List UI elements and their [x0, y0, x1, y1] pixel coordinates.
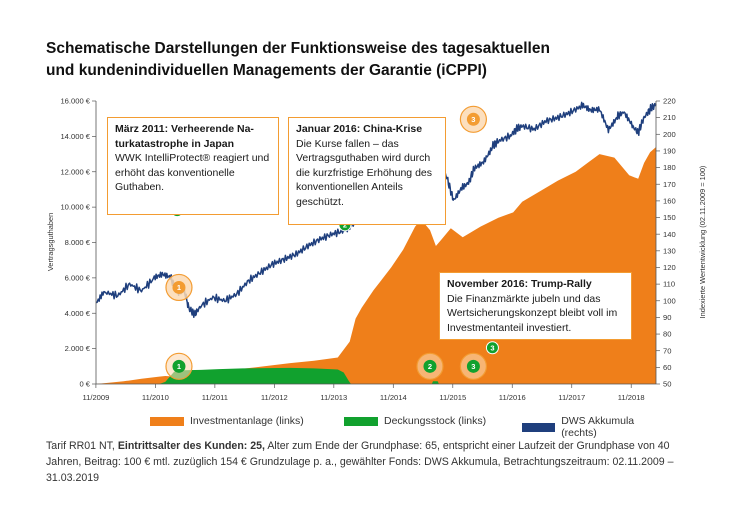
x-tick-label: 11/2017 [558, 393, 585, 402]
callout-november-2016-heading: November 2016: Trump-Rally [447, 278, 592, 290]
y2-tick-label: 210 [663, 113, 676, 122]
y-tick-label: 6.000 € [65, 273, 91, 282]
y2-tick-label: 80 [663, 330, 671, 339]
marker-label: 3 [471, 362, 475, 371]
x-tick-label: 11/2013 [320, 393, 347, 402]
title-line-2: und kundenindividuellen Managements der … [46, 62, 487, 79]
y-axis-right-title: Indexierte Wertentwicklung (02.11.2009 =… [698, 166, 707, 319]
y2-tick-label: 160 [663, 196, 676, 205]
callout-march-2011-heading: März 2011: Verheerende Na­turkatastrophe… [115, 123, 254, 150]
marker-dot [466, 359, 480, 373]
y2-tick-label: 180 [663, 163, 676, 172]
marker-label: 1 [177, 283, 181, 292]
x-tick-label: 11/2011 [202, 393, 228, 402]
chart-legend: Investmentanlage (links) Deckungsstock (… [150, 415, 670, 439]
y-tick-label: 16.000 € [60, 97, 90, 106]
y-tick-label: 0 € [79, 380, 90, 389]
y-tick-label: 10.000 € [60, 203, 90, 212]
x-tick-label: 11/2016 [499, 393, 526, 402]
callout-january-2016: Januar 2016: China-Krise Die Kurse falle… [288, 117, 446, 225]
y-tick-label: 8.000 € [65, 238, 91, 247]
legend-swatch-deckungsstock [344, 416, 378, 426]
x-tick-label: 11/2012 [261, 393, 288, 402]
x-tick-label: 11/2014 [380, 393, 407, 402]
marker-label: 3 [471, 115, 475, 124]
y2-tick-label: 100 [663, 296, 676, 305]
y2-tick-label: 90 [663, 313, 671, 322]
legend-item-investmentanlage: Investmentanlage (links) [150, 415, 304, 427]
callout-november-2016: November 2016: Trump-Rally Die Finanzmär… [439, 272, 632, 340]
marker-label: 3 [490, 344, 494, 353]
x-tick-label: 11/2018 [618, 393, 645, 402]
legend-swatch-dws-akkumula [522, 422, 556, 432]
x-axis-ticks: 11/2009 11/2010 11/2011 11/2012 11/2013 11/20… [82, 384, 645, 402]
legend-label-investmentanlage: Investmentanlage (links) [190, 415, 304, 427]
y2-tick-label: 140 [663, 230, 676, 239]
area-deckungsstock [96, 367, 657, 384]
marker-dot [172, 359, 186, 373]
y2-tick-label: 110 [663, 280, 675, 289]
y-tick-label: 4.000 € [65, 309, 91, 318]
y2-tick-label: 150 [663, 213, 676, 222]
legend-item-deckungsstock: Deckungsstock (links) [344, 415, 486, 427]
y-axis-right-ticks: 50 60 70 80 90 100 110 120 130 140 150 160 170 180 190… [656, 97, 676, 389]
y2-tick-label: 120 [663, 263, 676, 272]
y2-tick-label: 130 [663, 246, 676, 255]
x-tick-label: 11/2010 [142, 393, 169, 402]
legend-label-dws-akkumula: DWS Akkumula (rechts) [561, 415, 635, 439]
y2-tick-label: 190 [663, 147, 676, 156]
callout-march-2011-text: WWK IntelliProtect® reagiert und erhöht … [115, 152, 270, 193]
y2-tick-label: 220 [663, 97, 676, 106]
legend-item-dws-akkumula: DWS Akkumula (rechts) [522, 415, 670, 439]
marker-dot [423, 359, 437, 373]
callout-november-2016-text: Die Finanzmärkte jubeln und das Wertsich… [447, 292, 618, 334]
y-tick-label: 12.000 € [60, 167, 90, 176]
footnote-bold: Eintrittsalter des Kunden: 25, [117, 440, 265, 452]
marker-dot [172, 280, 186, 294]
y-tick-label: 14.000 € [60, 132, 90, 141]
title-line-1: Schematische Darstellungen der Funktions… [46, 40, 550, 57]
y-axis-left-title: Vertragsguthaben [46, 213, 55, 271]
callout-january-2016-text: Die Kurse fallen – das Vertragsguthaben … [296, 137, 432, 208]
marker-dot [466, 112, 480, 126]
marker-label: 1 [177, 362, 181, 371]
marker-label: 2 [428, 362, 432, 371]
y2-tick-label: 60 [663, 363, 671, 372]
legend-swatch-investmentanlage [150, 416, 184, 426]
footnote-pre: Tarif RR01 NT, [46, 440, 118, 452]
chart-title: Schematische Darstellungen der Funktions… [46, 38, 666, 82]
footnote: Tarif RR01 NT, Eintrittsalter des Kunden… [46, 438, 706, 486]
callout-january-2016-heading: Januar 2016: China-Krise [296, 123, 423, 135]
y2-tick-label: 50 [663, 380, 671, 389]
x-tick-label: 11/2009 [82, 393, 109, 402]
marker-label: 2 [343, 221, 347, 230]
y2-tick-label: 200 [663, 130, 676, 139]
y-axis-left-ticks: 0 € 2.000 € 4.000 € 6.000 € 8.000 € 10.000 € 1… [60, 97, 96, 389]
legend-label-deckungsstock: Deckungsstock (links) [384, 415, 487, 427]
x-tick-label: 11/2015 [439, 393, 466, 402]
y2-tick-label: 70 [663, 346, 671, 355]
callout-march-2011: März 2011: Verheerende Na­turkatastrophe… [107, 117, 279, 215]
y2-tick-label: 170 [663, 180, 676, 189]
marker-dot [485, 341, 499, 355]
footnote-post: Alter zum Ende der Grundphase: 65, entsp… [46, 440, 674, 484]
y-tick-label: 2.000 € [65, 344, 91, 353]
